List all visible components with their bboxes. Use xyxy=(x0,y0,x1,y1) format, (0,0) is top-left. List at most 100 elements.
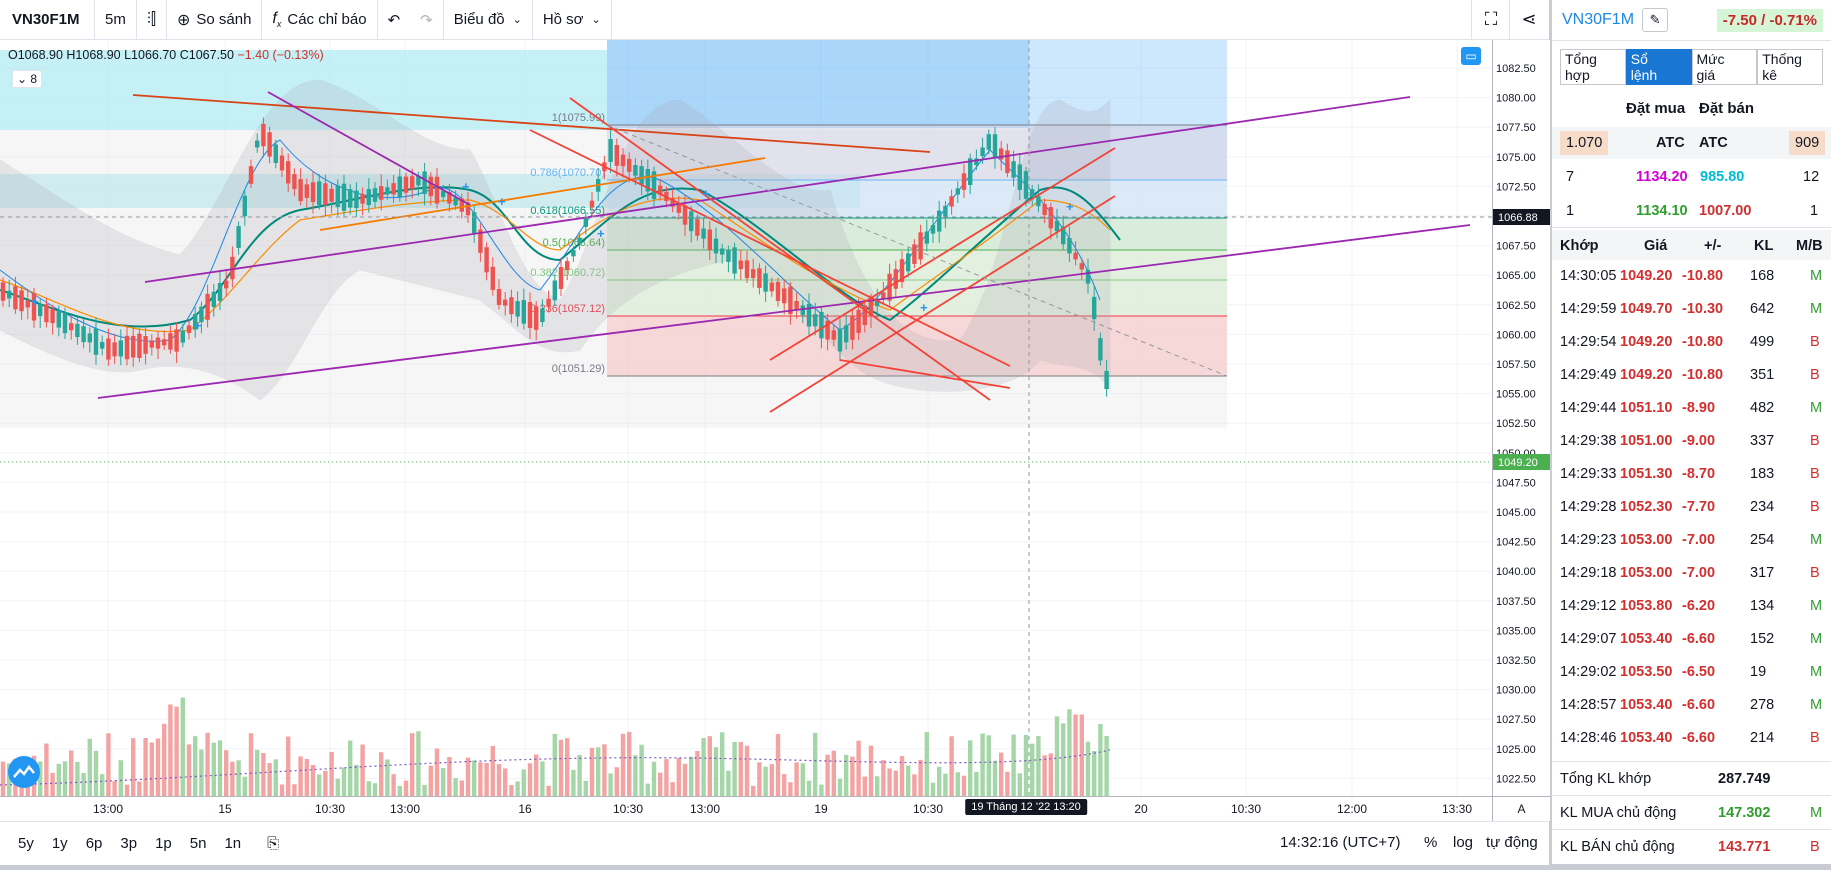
share-button[interactable]: ⋖ xyxy=(1509,0,1548,39)
time-axis[interactable]: 13:00 15 10:30 13:00 16 10:30 13:00 19 10:30 20 10… xyxy=(0,796,1492,821)
candle-body xyxy=(180,330,185,343)
volume-bar xyxy=(93,750,99,796)
goto-date-button[interactable]: ⎘ xyxy=(267,835,279,852)
range-1m[interactable]: 1p xyxy=(155,835,172,852)
fullscreen-icon: ⛶ xyxy=(1484,9,1498,29)
compare-button[interactable]: ⊕ So sánh xyxy=(167,0,263,39)
trade-price: 1051.10 xyxy=(1620,400,1673,416)
volume-bar xyxy=(224,750,229,796)
trade-change: -7.00 xyxy=(1682,565,1716,581)
orderbook-row[interactable]: 1 1134.10 1007.00 1 xyxy=(1552,195,1831,228)
signal-marker: + xyxy=(1066,199,1074,214)
trade-row[interactable]: 14:29:59 1049.70 -10.30 642 M xyxy=(1552,293,1831,326)
auto-scale-button[interactable]: A xyxy=(1492,796,1550,821)
volume-bar xyxy=(992,760,998,796)
fullscreen-button[interactable]: ⛶ xyxy=(1471,0,1510,39)
volume-bar xyxy=(565,738,570,796)
trade-row[interactable]: 14:29:02 1053.50 -6.50 19 M xyxy=(1552,656,1831,689)
trade-row[interactable]: 14:29:38 1051.00 -9.00 337 B xyxy=(1552,425,1831,458)
candle-body xyxy=(806,303,812,327)
candle-body xyxy=(608,138,613,162)
auto-toggle[interactable]: tự động xyxy=(1486,834,1538,851)
volume-bar xyxy=(155,738,161,796)
trend-line xyxy=(769,147,1116,361)
orderbook-row[interactable]: 1.070 ATC ATC 909 xyxy=(1552,127,1831,159)
chevron-down-icon: ⌄ xyxy=(591,14,601,26)
trade-row[interactable]: 14:29:44 1051.10 -8.90 482 M xyxy=(1552,392,1831,425)
side-symbol[interactable]: VN30F1M xyxy=(1562,11,1635,28)
time-tick-label: 16 xyxy=(518,802,532,816)
trade-volume: 351 xyxy=(1750,367,1775,383)
volume-bar xyxy=(484,762,489,796)
volume-bar xyxy=(100,774,105,796)
summary-value: 143.771 xyxy=(1718,839,1771,855)
percent-toggle[interactable]: % xyxy=(1424,834,1438,851)
trade-row[interactable]: 14:29:07 1053.40 -6.60 152 M xyxy=(1552,623,1831,656)
candle-body xyxy=(837,328,843,352)
range-1y[interactable]: 1y xyxy=(51,835,68,852)
chart-style-button[interactable]: ⫶⫿ xyxy=(137,0,167,39)
volume-bar xyxy=(465,757,471,796)
trade-time: 14:29:33 xyxy=(1560,466,1617,482)
tab-summary[interactable]: Tổng hợp xyxy=(1560,49,1626,85)
range-3m[interactable]: 3p xyxy=(120,835,138,852)
range-5d[interactable]: 5n xyxy=(189,835,207,852)
trade-row[interactable]: 14:29:23 1053.00 -7.00 254 M xyxy=(1552,524,1831,557)
indicators-button[interactable]: fx Các chỉ báo xyxy=(262,0,378,39)
orderbook-row[interactable]: 7 1134.20 985.80 12 xyxy=(1552,161,1831,193)
candle-body xyxy=(496,289,502,305)
edit-symbol-button[interactable]: ✎ xyxy=(1642,8,1669,32)
candle-body xyxy=(868,301,874,317)
chart-plot-area[interactable]: 1(1075.99) 0.786(1070.70) 0.618(1066.55) 0.… xyxy=(0,40,1492,796)
volume-bar xyxy=(769,764,774,796)
volume-bar xyxy=(236,760,241,796)
visibility-toggle-button[interactable]: ▭ xyxy=(1461,47,1481,65)
symbol-search-button[interactable]: VN30F1M xyxy=(0,0,95,39)
trade-row[interactable]: 14:28:46 1053.40 -6.60 214 B xyxy=(1552,722,1831,755)
candle-body xyxy=(961,173,967,190)
candle-body xyxy=(44,304,49,323)
candle-body xyxy=(943,205,948,217)
price-tick-label: 1037.50 xyxy=(1496,596,1536,608)
trade-side: M xyxy=(1810,301,1823,317)
candle-body xyxy=(1085,269,1091,284)
tab-order-book[interactable]: Sổ lệnh xyxy=(1625,49,1692,85)
candle-body xyxy=(441,190,446,198)
log-toggle[interactable]: log xyxy=(1453,834,1474,851)
range-1d[interactable]: 1n xyxy=(224,835,242,852)
redo-button[interactable]: ↷ xyxy=(410,0,444,39)
candle-body xyxy=(75,323,80,338)
trade-row[interactable]: 14:29:28 1052.30 -7.70 234 B xyxy=(1552,491,1831,524)
candle-body xyxy=(1030,189,1035,197)
volume-bar xyxy=(1036,736,1041,796)
trade-row[interactable]: 14:30:05 1049.20 -10.80 168 M xyxy=(1552,260,1831,293)
trade-row[interactable]: 14:29:33 1051.30 -8.70 183 B xyxy=(1552,458,1831,491)
candle-body xyxy=(794,301,799,310)
clock-label[interactable]: 14:32:16 (UTC+7) xyxy=(1280,834,1401,851)
trade-row[interactable]: 14:28:57 1053.40 -6.60 278 M xyxy=(1552,689,1831,722)
volume-bar xyxy=(428,765,433,796)
indicator-toggle[interactable]: ⌄ 8 xyxy=(12,70,43,88)
range-5y[interactable]: 5y xyxy=(18,835,34,852)
trade-row[interactable]: 14:29:54 1049.20 -10.80 499 B xyxy=(1552,326,1831,359)
volume-bar xyxy=(893,770,898,796)
price-axis[interactable]: 1082.501080.001077.501075.001072.501070.… xyxy=(1492,40,1550,796)
trade-side: M xyxy=(1810,598,1823,614)
chart-menu-button[interactable]: Biểu đồ ⌄ xyxy=(444,0,533,39)
profile-menu-button[interactable]: Hồ sơ ⌄ xyxy=(533,0,612,39)
undo-button[interactable]: ↶ xyxy=(378,0,411,39)
volume-bar xyxy=(1011,734,1016,796)
price-tick-label: 1032.50 xyxy=(1496,655,1536,667)
trade-row[interactable]: 14:29:18 1053.00 -7.00 317 B xyxy=(1552,557,1831,590)
range-6m[interactable]: 6p xyxy=(85,835,103,852)
tab-statistics[interactable]: Thống kê xyxy=(1757,49,1823,85)
volume-bars-group xyxy=(0,697,1109,796)
trade-row[interactable]: 14:29:12 1053.80 -6.20 134 M xyxy=(1552,590,1831,623)
price-tick-label: 1042.50 xyxy=(1496,537,1536,549)
candle-body xyxy=(720,248,725,255)
trade-price: 1049.70 xyxy=(1620,301,1673,317)
candle-body xyxy=(744,260,750,279)
tab-price-levels[interactable]: Mức giá xyxy=(1691,49,1758,85)
interval-button[interactable]: 5m xyxy=(95,0,137,39)
trade-row[interactable]: 14:29:49 1049.20 -10.80 351 B xyxy=(1552,359,1831,392)
